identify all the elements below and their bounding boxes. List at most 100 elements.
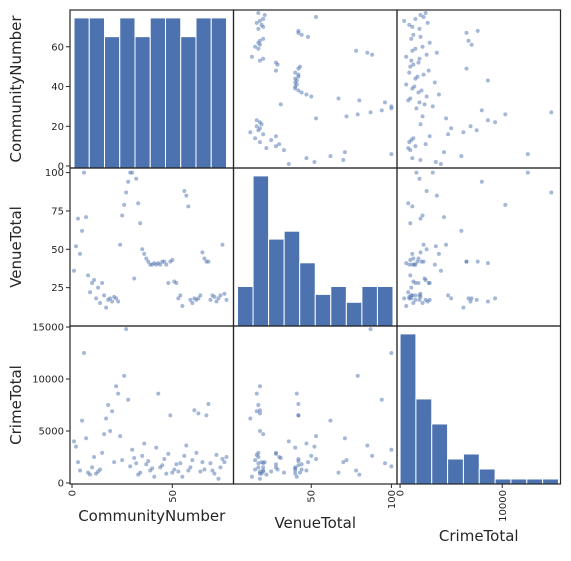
scatter-point bbox=[281, 148, 286, 153]
scatter-point bbox=[466, 296, 471, 301]
histogram-bar bbox=[494, 478, 512, 485]
scatter-point bbox=[312, 160, 317, 165]
scatter-point bbox=[162, 457, 167, 462]
scatter-point bbox=[314, 116, 319, 121]
scatter-point bbox=[446, 132, 451, 137]
scatter-point bbox=[293, 465, 298, 470]
histogram-bar bbox=[431, 423, 449, 485]
scatter-point bbox=[253, 458, 258, 463]
scatter-point bbox=[222, 460, 227, 465]
scatter-point bbox=[421, 14, 426, 19]
x-tick-label: 0 bbox=[68, 490, 79, 496]
scatter-point bbox=[434, 50, 439, 55]
scatter-point bbox=[78, 251, 83, 256]
scatter-point bbox=[256, 403, 261, 407]
histogram-bar bbox=[268, 238, 285, 327]
scatter-point bbox=[188, 297, 193, 302]
y-tick-label: 75 bbox=[51, 206, 64, 217]
scatter-point bbox=[257, 384, 262, 389]
scatter-point bbox=[406, 201, 411, 206]
scatter-point bbox=[182, 453, 187, 458]
scatter-point bbox=[410, 24, 415, 29]
scatter-point bbox=[410, 156, 415, 161]
scatter-point bbox=[74, 244, 79, 249]
scatter-point bbox=[430, 170, 435, 175]
scatter-point bbox=[389, 152, 394, 157]
scatter-point bbox=[407, 22, 412, 27]
scatter-point bbox=[186, 204, 191, 209]
y-tick-label: 25 bbox=[51, 283, 64, 294]
scatter-point bbox=[164, 471, 169, 476]
scatter-point bbox=[294, 391, 299, 396]
scatter-point bbox=[170, 470, 175, 475]
scatter-point bbox=[202, 467, 207, 472]
scatter-point bbox=[146, 459, 151, 464]
scatter-point bbox=[312, 444, 317, 449]
scatter-point bbox=[120, 213, 125, 218]
scatter-point bbox=[162, 259, 167, 264]
scatter-point bbox=[424, 52, 429, 57]
histogram-bar bbox=[195, 17, 212, 169]
scatter-point bbox=[188, 465, 193, 470]
scatter-point bbox=[296, 457, 301, 462]
scatter-point bbox=[261, 468, 266, 473]
scatter-point bbox=[130, 170, 135, 175]
scatter-point bbox=[389, 447, 394, 452]
scatter-point bbox=[416, 60, 421, 65]
scatter-point bbox=[122, 373, 127, 378]
scatter-point bbox=[178, 461, 183, 466]
scatter-point bbox=[407, 262, 412, 267]
scatter-point bbox=[196, 296, 201, 301]
scatter-point bbox=[186, 468, 191, 473]
scatter-point bbox=[222, 291, 227, 296]
scatter-point bbox=[256, 461, 261, 466]
scatter-point bbox=[525, 170, 530, 175]
scatter-point bbox=[328, 418, 333, 423]
scatter-point bbox=[281, 470, 286, 475]
scatter-point bbox=[417, 176, 422, 181]
scatter-point bbox=[407, 70, 412, 75]
scatter-point bbox=[406, 290, 411, 295]
scatter-point bbox=[342, 436, 347, 441]
scatter-point bbox=[174, 462, 179, 467]
scatter-point bbox=[220, 457, 225, 462]
scatter-point bbox=[134, 461, 139, 466]
scatter-point bbox=[416, 281, 421, 286]
scatter-point bbox=[138, 470, 143, 475]
scatter-point bbox=[98, 300, 103, 305]
scatter-point bbox=[426, 281, 431, 286]
scatter-point bbox=[118, 434, 123, 439]
y-tick-label: 100 bbox=[45, 168, 64, 179]
y-tick-label: 40 bbox=[51, 82, 64, 93]
scatter-point bbox=[420, 300, 425, 305]
scatter-point bbox=[418, 158, 423, 163]
scatter-point bbox=[365, 50, 370, 55]
scatter-point bbox=[196, 411, 201, 416]
histogram-bar bbox=[237, 286, 254, 327]
scatter-point bbox=[214, 299, 219, 304]
histogram-bar bbox=[330, 286, 347, 327]
scatter-point bbox=[182, 189, 187, 194]
scatter-point bbox=[423, 142, 428, 147]
scatter-point bbox=[412, 84, 417, 89]
y-axis-label: VenueTotal bbox=[7, 206, 25, 288]
histogram-bar bbox=[399, 333, 417, 485]
scatter-point bbox=[150, 466, 155, 471]
scatter-point bbox=[365, 443, 370, 448]
scatter-point bbox=[134, 176, 139, 181]
scatter-point bbox=[418, 291, 423, 296]
scatter-point bbox=[118, 242, 123, 247]
x-axis-label: VenueTotal bbox=[274, 514, 356, 532]
scatter-point bbox=[418, 122, 423, 127]
scatter-point bbox=[116, 299, 121, 304]
scatter-point bbox=[259, 471, 264, 476]
x-tick-label: 10000 bbox=[498, 490, 509, 522]
scatter-point bbox=[216, 296, 221, 301]
scatter-point bbox=[411, 62, 416, 67]
scatter-point bbox=[158, 262, 163, 267]
scatter-point bbox=[336, 470, 341, 475]
scatter-point bbox=[269, 469, 274, 474]
scatter-point bbox=[382, 100, 387, 105]
scatter-point bbox=[309, 94, 314, 99]
